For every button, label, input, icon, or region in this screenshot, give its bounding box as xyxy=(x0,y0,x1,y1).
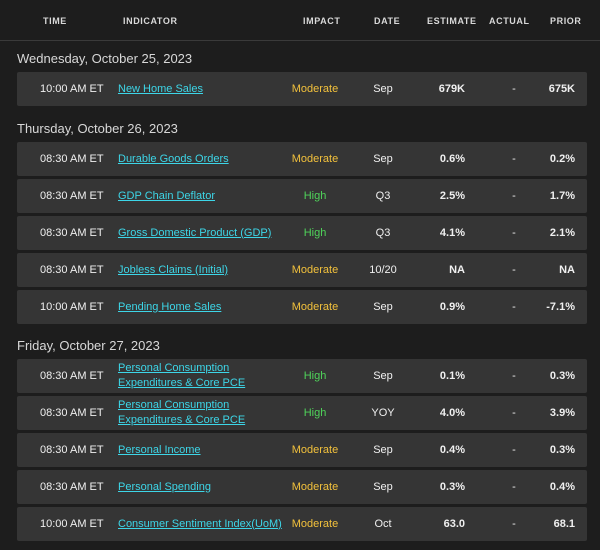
date-cell: Q3 xyxy=(375,227,391,239)
column-header-impact: IMPACT xyxy=(303,16,341,26)
table-row: 08:30 AM ET Durable Goods Orders Moderat… xyxy=(17,142,587,176)
prior-cell: -7.1% xyxy=(546,301,575,313)
table-row: 08:30 AM ET Gross Domestic Product (GDP)… xyxy=(17,216,587,250)
estimate-cell: NA xyxy=(449,264,465,276)
actual-cell: - xyxy=(512,407,516,419)
indicator-link[interactable]: GDP Chain Deflator xyxy=(118,189,216,202)
date-cell: Sep xyxy=(373,370,393,382)
table-row: 10:00 AM ET New Home Sales Moderate Sep … xyxy=(17,72,587,106)
time-cell: 08:30 AM ET xyxy=(40,407,104,419)
impact-badge: Moderate xyxy=(291,83,339,95)
prior-cell: 3.9% xyxy=(549,407,575,419)
time-cell: 08:30 AM ET xyxy=(40,444,104,456)
prior-cell: 0.4% xyxy=(549,481,575,493)
prior-cell: 675K xyxy=(548,83,575,95)
indicator-link[interactable]: Personal Consumption Expenditures & Core… xyxy=(118,362,246,389)
date-cell: Sep xyxy=(373,481,393,493)
indicator-link[interactable]: Pending Home Sales xyxy=(118,300,222,313)
indicator-link[interactable]: Personal Spending xyxy=(118,480,211,493)
day-heading: Wednesday, October 25, 2023 xyxy=(17,51,193,66)
estimate-cell: 0.1% xyxy=(439,370,465,382)
time-cell: 10:00 AM ET xyxy=(40,301,104,313)
actual-cell: - xyxy=(512,518,516,530)
table-header: TIME INDICATOR IMPACT DATE ESTIMATE ACTU… xyxy=(0,0,600,41)
indicator-link[interactable]: Gross Domestic Product (GDP) xyxy=(118,226,272,239)
impact-badge: Moderate xyxy=(291,264,339,276)
estimate-cell: 679K xyxy=(438,83,465,95)
date-cell: Sep xyxy=(373,153,393,165)
estimate-cell: 63.0 xyxy=(443,518,465,530)
estimate-cell: 2.5% xyxy=(439,190,465,202)
prior-cell: 0.3% xyxy=(549,370,575,382)
table-row: 08:30 AM ET GDP Chain Deflator High Q3 2… xyxy=(17,179,587,213)
column-header-time: TIME xyxy=(43,16,67,26)
time-cell: 08:30 AM ET xyxy=(40,227,104,239)
table-row: 08:30 AM ET Personal Spending Moderate S… xyxy=(17,470,587,504)
date-cell: Oct xyxy=(374,518,392,530)
estimate-cell: 0.9% xyxy=(439,301,465,313)
time-cell: 10:00 AM ET xyxy=(40,83,104,95)
table-row: 08:30 AM ET Personal Consumption Expendi… xyxy=(17,359,587,393)
actual-cell: - xyxy=(512,227,516,239)
actual-cell: - xyxy=(512,301,516,313)
impact-badge: Moderate xyxy=(291,153,339,165)
actual-cell: - xyxy=(512,481,516,493)
table-row: 10:00 AM ET Pending Home Sales Moderate … xyxy=(17,290,587,324)
actual-cell: - xyxy=(512,190,516,202)
column-header-actual: ACTUAL xyxy=(489,16,530,26)
date-cell: YOY xyxy=(371,407,395,419)
time-cell: 10:00 AM ET xyxy=(40,518,104,530)
column-header-indicator: INDICATOR xyxy=(123,16,178,26)
actual-cell: - xyxy=(512,264,516,276)
actual-cell: - xyxy=(512,153,516,165)
indicator-link[interactable]: Personal Income xyxy=(118,443,201,456)
estimate-cell: 0.3% xyxy=(439,481,465,493)
impact-badge: High xyxy=(303,370,327,382)
actual-cell: - xyxy=(512,444,516,456)
prior-cell: 1.7% xyxy=(549,190,575,202)
impact-badge: High xyxy=(303,190,327,202)
prior-cell: 0.3% xyxy=(549,444,575,456)
date-cell: 10/20 xyxy=(369,264,397,276)
indicator-link[interactable]: Personal Consumption Expenditures & Core… xyxy=(118,399,246,426)
time-cell: 08:30 AM ET xyxy=(40,370,104,382)
estimate-cell: 4.0% xyxy=(439,407,465,419)
indicator-link[interactable]: Consumer Sentiment Index(UoM) xyxy=(118,517,282,530)
time-cell: 08:30 AM ET xyxy=(40,264,104,276)
indicator-link[interactable]: New Home Sales xyxy=(118,82,203,95)
prior-cell: 0.2% xyxy=(549,153,575,165)
impact-badge: Moderate xyxy=(291,444,339,456)
prior-cell: 2.1% xyxy=(549,227,575,239)
date-cell: Sep xyxy=(373,83,393,95)
estimate-cell: 4.1% xyxy=(439,227,465,239)
impact-badge: Moderate xyxy=(291,518,339,530)
table-row: 10:00 AM ET Consumer Sentiment Index(UoM… xyxy=(17,507,587,541)
time-cell: 08:30 AM ET xyxy=(40,190,104,202)
table-row: 08:30 AM ET Jobless Claims (Initial) Mod… xyxy=(17,253,587,287)
table-row: 08:30 AM ET Personal Consumption Expendi… xyxy=(17,396,587,430)
date-cell: Q3 xyxy=(375,190,391,202)
indicator-link[interactable]: Jobless Claims (Initial) xyxy=(118,263,229,276)
impact-badge: High xyxy=(303,407,327,419)
time-cell: 08:30 AM ET xyxy=(40,153,104,165)
column-header-estimate: ESTIMATE xyxy=(427,16,477,26)
estimate-cell: 0.6% xyxy=(439,153,465,165)
prior-cell: NA xyxy=(559,264,575,276)
impact-badge: Moderate xyxy=(291,301,339,313)
column-header-date: DATE xyxy=(374,16,401,26)
date-cell: Sep xyxy=(373,444,393,456)
estimate-cell: 0.4% xyxy=(439,444,465,456)
impact-badge: High xyxy=(303,227,327,239)
day-heading: Friday, October 27, 2023 xyxy=(17,338,160,353)
prior-cell: 68.1 xyxy=(553,518,575,530)
impact-badge: Moderate xyxy=(291,481,339,493)
indicator-link[interactable]: Durable Goods Orders xyxy=(118,152,229,165)
column-header-prior: PRIOR xyxy=(550,16,582,26)
table-row: 08:30 AM ET Personal Income Moderate Sep… xyxy=(17,433,587,467)
time-cell: 08:30 AM ET xyxy=(40,481,104,493)
date-cell: Sep xyxy=(373,301,393,313)
actual-cell: - xyxy=(512,83,516,95)
day-heading: Thursday, October 26, 2023 xyxy=(17,121,178,136)
actual-cell: - xyxy=(512,370,516,382)
